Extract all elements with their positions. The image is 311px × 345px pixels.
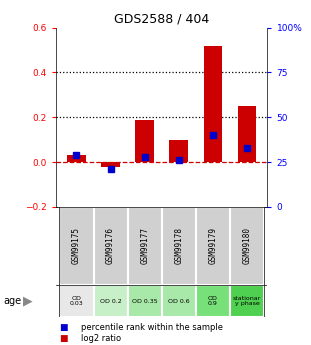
Text: percentile rank within the sample: percentile rank within the sample xyxy=(81,323,223,332)
Text: ▶: ▶ xyxy=(23,295,33,307)
Bar xyxy=(128,207,162,285)
Text: log2 ratio: log2 ratio xyxy=(81,334,121,343)
Bar xyxy=(230,207,264,285)
Bar xyxy=(196,207,230,285)
Bar xyxy=(196,285,230,317)
Bar xyxy=(128,285,162,317)
Title: GDS2588 / 404: GDS2588 / 404 xyxy=(114,12,209,25)
Bar xyxy=(135,119,154,162)
Bar xyxy=(203,46,222,162)
Text: ■: ■ xyxy=(59,323,67,332)
Text: OD
0.9: OD 0.9 xyxy=(208,296,218,306)
Bar xyxy=(169,140,188,162)
Text: age: age xyxy=(3,296,21,306)
Text: GSM99177: GSM99177 xyxy=(140,227,149,264)
Bar xyxy=(162,207,196,285)
Bar xyxy=(162,285,196,317)
Bar xyxy=(101,162,120,167)
Text: OD 0.35: OD 0.35 xyxy=(132,298,157,304)
Bar xyxy=(94,285,128,317)
Bar xyxy=(230,285,264,317)
Text: GSM99180: GSM99180 xyxy=(243,227,252,264)
Bar xyxy=(238,106,256,162)
Text: GSM99175: GSM99175 xyxy=(72,227,81,264)
Text: ■: ■ xyxy=(59,334,67,343)
Bar xyxy=(94,207,128,285)
Text: GSM99176: GSM99176 xyxy=(106,227,115,264)
Text: OD
0.03: OD 0.03 xyxy=(70,296,83,306)
Bar xyxy=(67,155,86,162)
Text: GSM99178: GSM99178 xyxy=(174,227,183,264)
Text: GSM99179: GSM99179 xyxy=(208,227,217,264)
Text: OD 0.2: OD 0.2 xyxy=(100,298,121,304)
Bar xyxy=(59,207,94,285)
Text: OD 0.6: OD 0.6 xyxy=(168,298,190,304)
Text: stationar
y phase: stationar y phase xyxy=(233,296,261,306)
Bar xyxy=(59,285,94,317)
